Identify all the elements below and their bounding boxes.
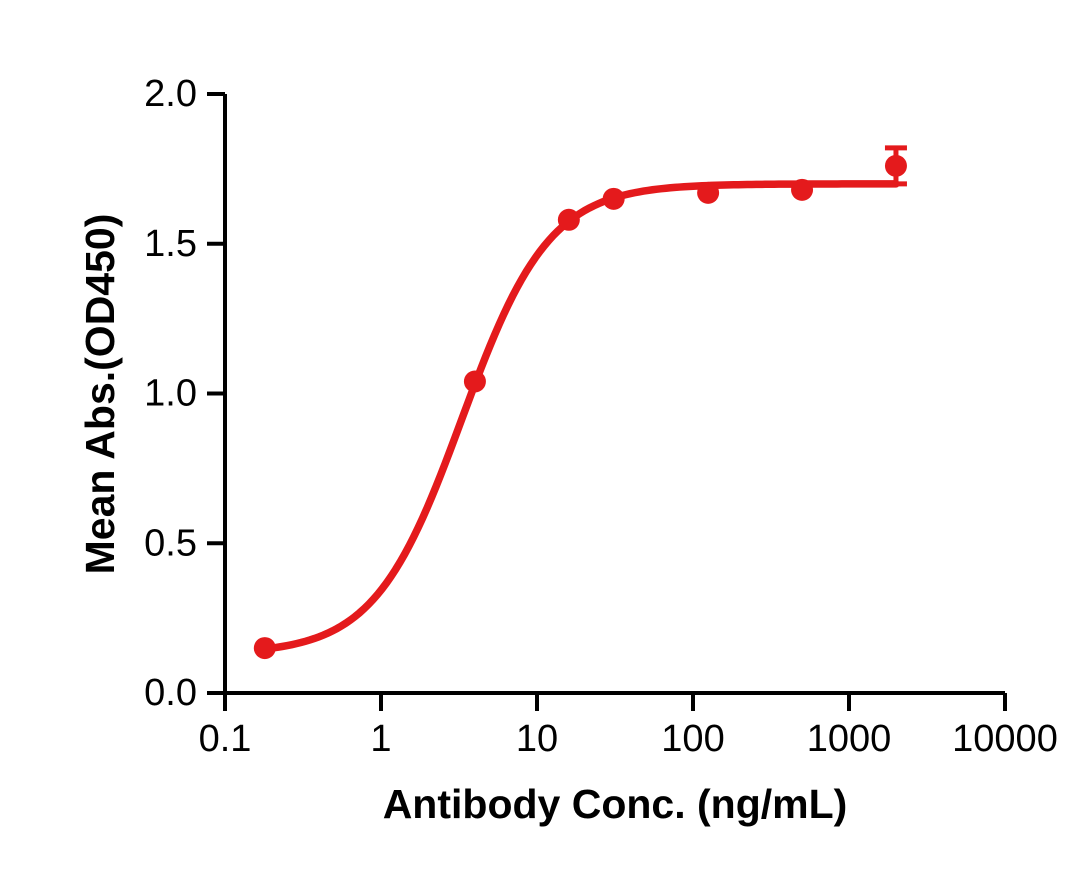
x-tick-label: 10000: [952, 718, 1058, 760]
y-axis-title: Mean Abs.(OD450): [77, 213, 123, 575]
y-tick-label: 2.0: [144, 73, 197, 115]
x-tick-label: 1: [370, 718, 391, 760]
data-point: [697, 181, 720, 204]
data-point: [791, 178, 814, 201]
data-point: [602, 187, 625, 210]
y-tick-label: 1.5: [144, 223, 197, 265]
data-point: [253, 637, 276, 660]
y-tick-label: 0.0: [144, 672, 197, 714]
elisa-dose-response-figure: 0.0 0.5 1.0 1.5 2.0 0.1 1 10 100 1000 10000 Mean A…: [40, 16, 1090, 865]
data-point: [884, 154, 907, 177]
dose-response-plot: 0.0 0.5 1.0 1.5 2.0 0.1 1 10 100 1000 10000: [144, 73, 1058, 760]
y-tick-label: 1.0: [144, 373, 197, 415]
data-point: [557, 208, 580, 231]
x-tick-label: 10: [516, 718, 558, 760]
series-antibody-binding: [253, 145, 907, 660]
ticks: 0.0 0.5 1.0 1.5 2.0 0.1 1 10 100 1000 10000: [144, 73, 1058, 760]
x-axis-title: Antibody Conc. (ng/mL): [382, 781, 848, 827]
x-tick-label: 100: [661, 718, 724, 760]
x-tick-label: 0.1: [199, 718, 252, 760]
data-point: [463, 370, 486, 393]
x-tick-label: 1000: [807, 718, 892, 760]
fit-curve: [261, 180, 900, 653]
y-tick-label: 0.5: [144, 522, 197, 564]
